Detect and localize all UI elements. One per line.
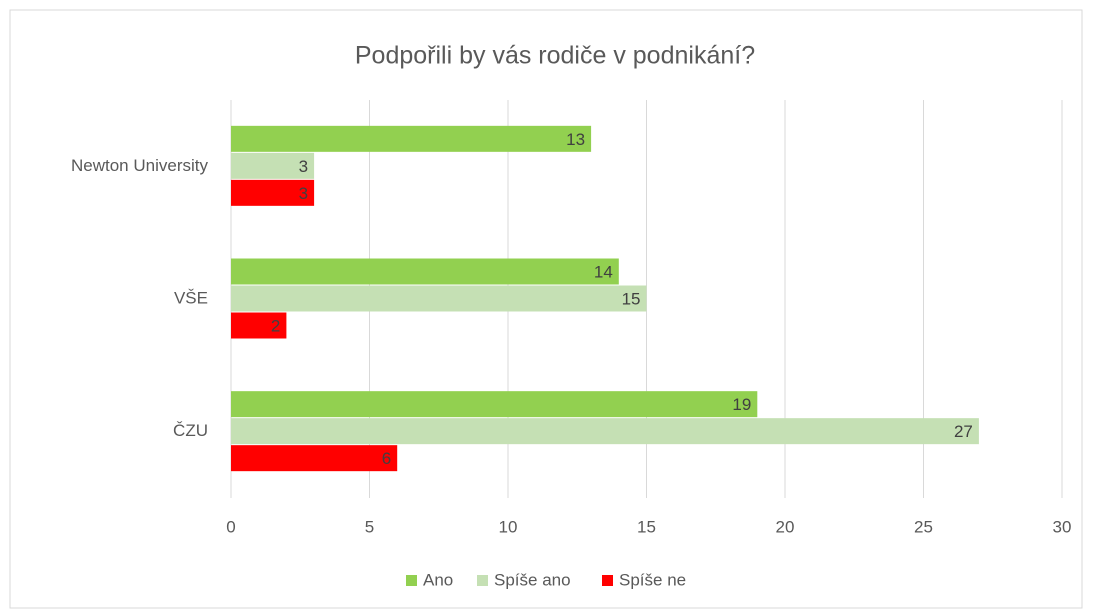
y-tick-label: Newton University [71,156,208,175]
bar [231,125,592,152]
y-tick-label: ČZU [173,421,208,440]
data-label: 6 [382,449,391,468]
data-label: 19 [732,395,751,414]
bar [231,179,315,206]
bar [231,285,647,312]
data-label: 3 [299,184,308,203]
legend-label: Spíše ne [619,570,686,589]
x-tick-label: 5 [365,517,374,536]
legend-label: Spíše ano [494,570,571,589]
y-tick-label: VŠE [174,288,208,307]
x-tick-label: 10 [499,517,518,536]
bar [231,312,287,339]
x-tick-label: 15 [637,517,656,536]
data-label: 14 [594,262,613,281]
data-label: 27 [954,422,973,441]
bar [231,258,619,285]
data-label: 2 [271,316,280,335]
bar [231,418,979,445]
data-label: 15 [622,289,641,308]
legend-swatch [406,575,417,586]
legend-swatch [477,575,488,586]
legend-swatch [602,575,613,586]
legend-label: Ano [423,570,453,589]
chart-title: Podpořili by vás rodiče v podnikání? [355,42,755,70]
bar [231,445,398,472]
bar [231,152,315,179]
x-tick-label: 25 [914,517,933,536]
data-label: 3 [299,157,308,176]
x-tick-label: 30 [1053,517,1072,536]
bar [231,391,758,418]
data-label: 13 [566,130,585,149]
x-tick-label: 0 [226,517,235,536]
x-tick-label: 20 [776,517,795,536]
